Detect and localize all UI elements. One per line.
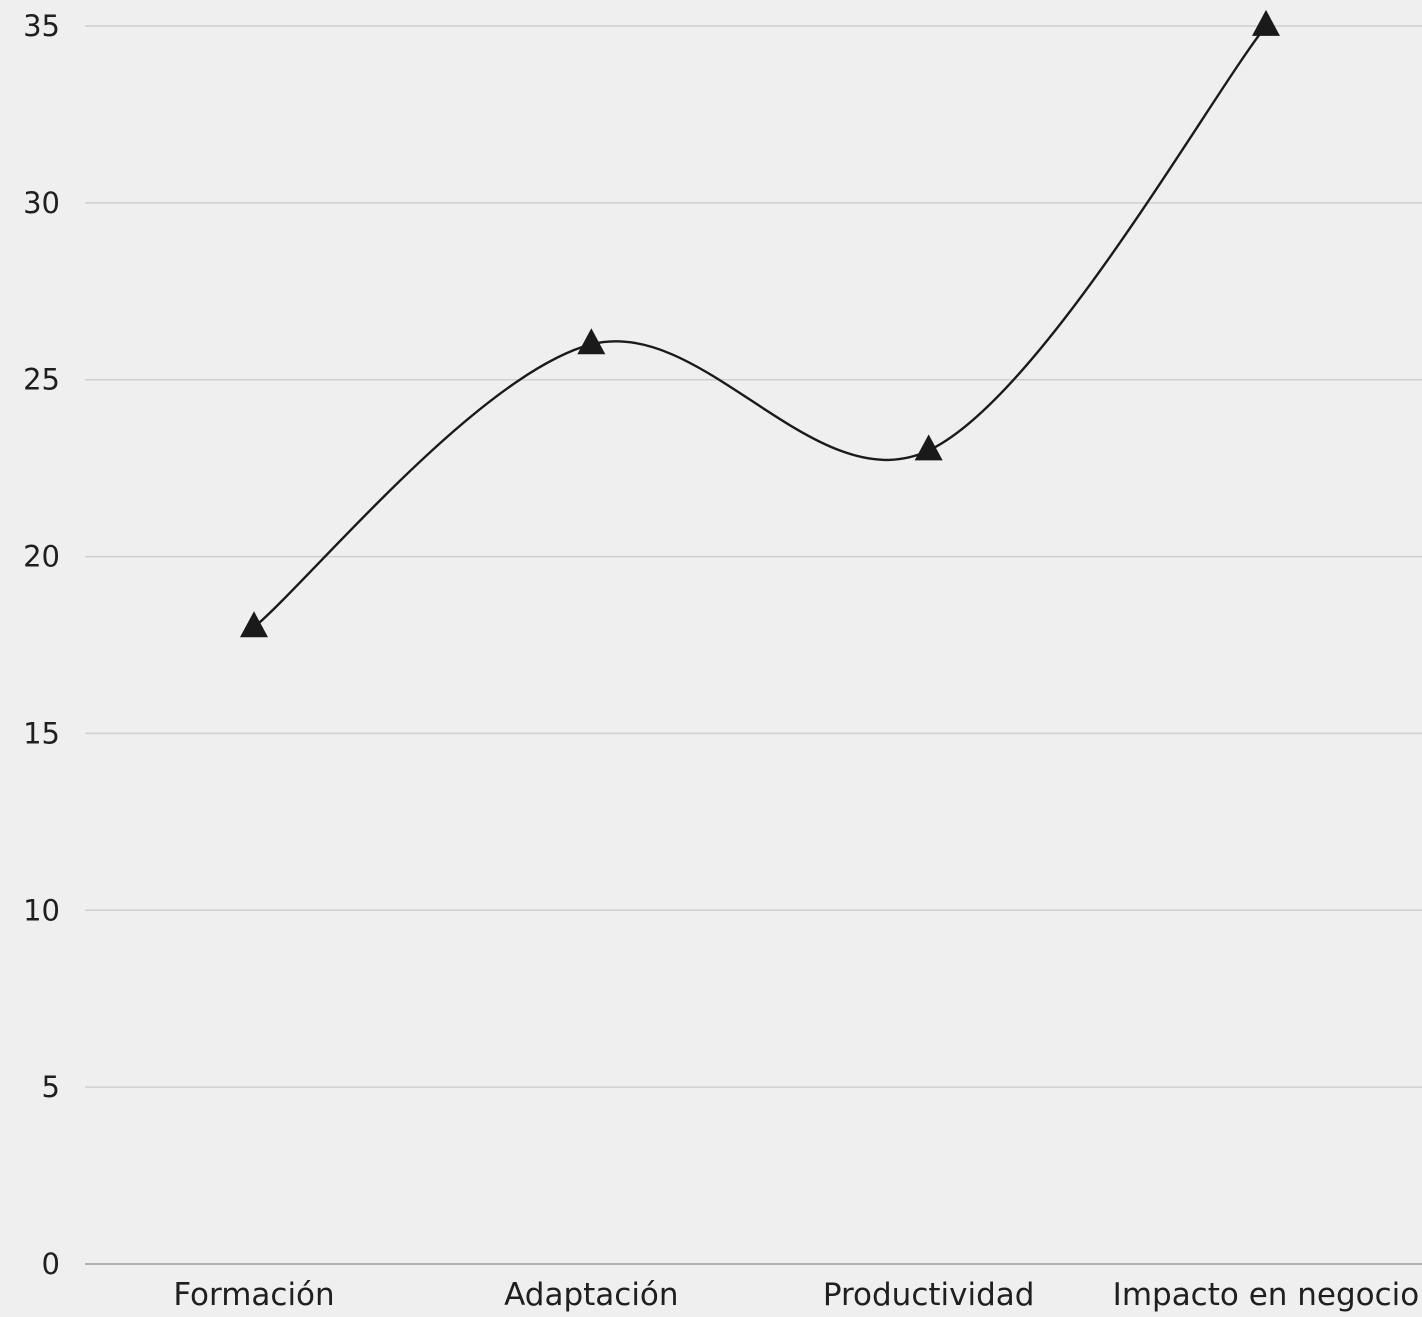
y-tick-label: 35 xyxy=(23,9,60,43)
x-tick-label: Formación xyxy=(173,1277,334,1312)
y-tick-label: 0 xyxy=(42,1247,60,1281)
data-point-0 xyxy=(240,611,268,638)
data-point-2 xyxy=(914,434,943,461)
y-tick-label: 20 xyxy=(23,540,60,574)
y-tick-label: 30 xyxy=(23,186,60,220)
series-line-0 xyxy=(253,25,1267,629)
data-point-3 xyxy=(1251,9,1280,36)
x-tick-label: Adaptación xyxy=(504,1277,678,1312)
y-tick-label: 15 xyxy=(23,716,60,750)
series-layer xyxy=(253,25,1267,629)
markers xyxy=(240,9,1280,638)
y-tick-label: 5 xyxy=(42,1070,60,1104)
y-tick-label: 10 xyxy=(23,893,60,927)
data-point-1 xyxy=(577,328,606,355)
x-axis-tick-labels: Formación Adaptación Productividad Impacto … xyxy=(173,1277,1420,1313)
x-tick-label: Productividad xyxy=(823,1277,1035,1312)
x-tick-label: Impacto en negocio xyxy=(1113,1277,1420,1312)
gridlines xyxy=(85,25,1422,1265)
y-tick-label: 25 xyxy=(23,363,60,397)
y-axis-tick-labels: 0 5 10 15 20 25 30 35 xyxy=(23,9,60,1281)
